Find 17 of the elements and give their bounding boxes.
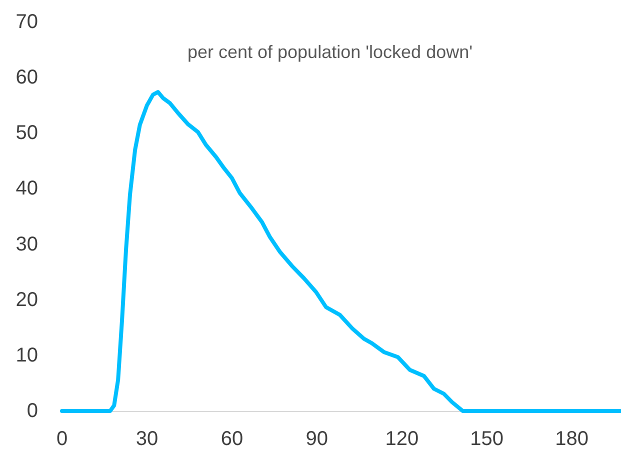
y-tick-label: 50	[16, 122, 38, 144]
y-tick-label: 10	[16, 344, 38, 366]
x-tick-label: 0	[56, 428, 68, 450]
x-tick-label: 150	[470, 428, 504, 450]
x-tick-label: 60	[220, 428, 244, 450]
y-tick-label: 60	[16, 66, 38, 89]
x-tick-label: 180	[555, 428, 589, 450]
y-tick-label: 70	[16, 11, 38, 33]
x-tick-label: 120	[385, 428, 419, 450]
y-tick-label: 20	[16, 288, 38, 311]
y-tick-label: 0	[26, 400, 38, 422]
x-tick-label: 90	[306, 428, 328, 450]
x-tick-label: 30	[136, 428, 158, 450]
line-series	[60, 90, 621, 413]
text: per cent of population 'locked down'	[187, 42, 473, 62]
y-tick-label: 40	[16, 178, 38, 200]
y-tick-label: 30	[16, 233, 38, 256]
